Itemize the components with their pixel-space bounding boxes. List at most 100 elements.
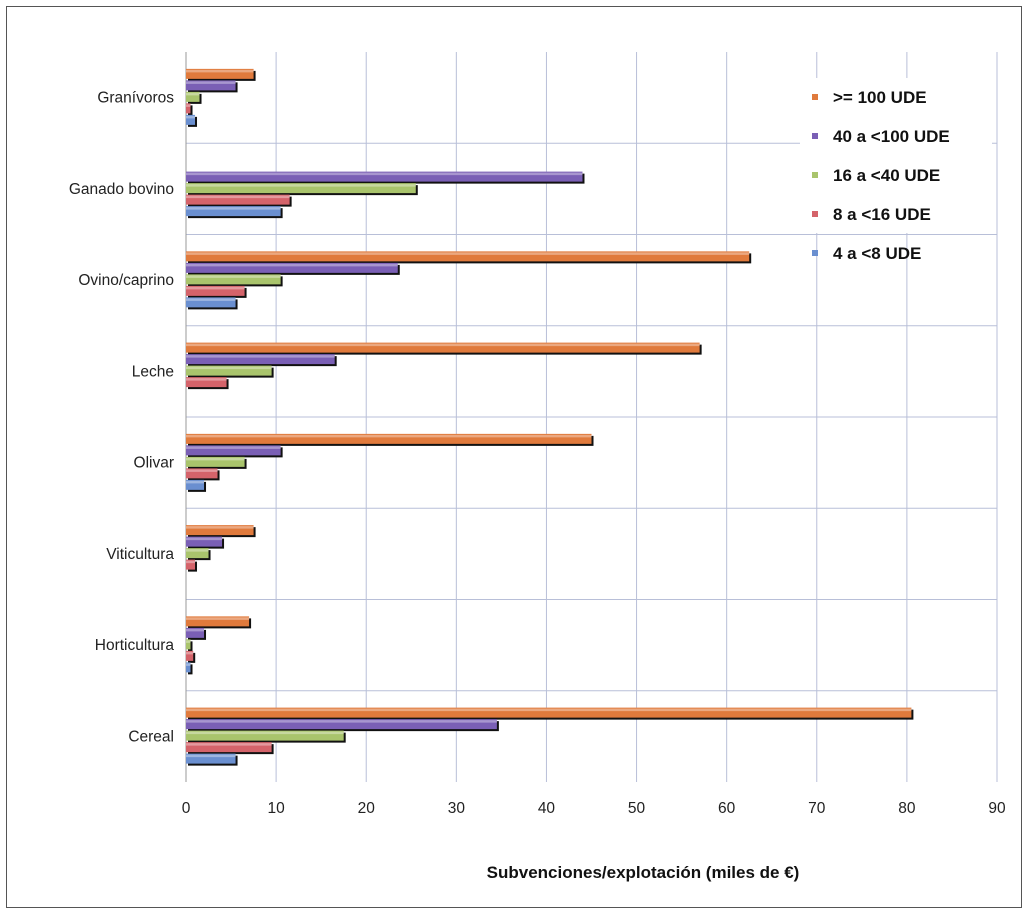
bar: [186, 251, 750, 262]
bar: [186, 525, 254, 536]
bar: [186, 753, 236, 764]
bar: [186, 114, 196, 125]
bar-highlight: [186, 275, 281, 278]
bar-highlight: [186, 720, 497, 723]
x-tick-label: 20: [358, 800, 376, 817]
bar-highlight: [186, 378, 227, 381]
bar: [186, 297, 236, 308]
bar: [186, 354, 335, 365]
bar-highlight: [186, 195, 290, 199]
bar: [186, 719, 497, 730]
bar-highlight: [186, 731, 344, 735]
bar-highlight: [186, 708, 912, 712]
bar: [186, 479, 205, 490]
bar-highlight: [186, 446, 281, 449]
bar-highlight: [186, 286, 245, 290]
category-label: Ovino/caprino: [78, 272, 174, 289]
bar-highlight: [186, 617, 250, 620]
x-tick-label: 60: [718, 800, 736, 817]
bar: [186, 650, 194, 661]
bar-highlight: [186, 434, 592, 438]
x-tick-label: 0: [182, 800, 191, 817]
bar-highlight: [186, 651, 194, 655]
category-label: Viticultura: [106, 546, 174, 563]
bar-highlight: [186, 172, 583, 176]
legend-swatch: [812, 211, 818, 217]
bar: [186, 662, 191, 673]
bar: [186, 91, 200, 102]
bar-highlight: [186, 537, 223, 541]
legend-label: 4 a <8 UDE: [833, 244, 921, 263]
bar-highlight: [186, 457, 245, 461]
bar: [186, 707, 912, 718]
legend-swatch: [812, 250, 818, 256]
bar-highlight: [186, 754, 236, 758]
bar-highlight: [186, 469, 218, 472]
bar-highlight: [186, 743, 272, 746]
bar-highlight: [186, 104, 191, 107]
x-tick-label: 50: [628, 800, 646, 817]
legend-label: >= 100 UDE: [833, 88, 927, 107]
bar: [186, 285, 245, 296]
bar: [186, 68, 254, 79]
bar: [186, 616, 250, 627]
bar-highlight: [186, 343, 700, 347]
bar-highlight: [186, 184, 416, 187]
bar: [186, 559, 196, 570]
x-tick-label: 30: [448, 800, 466, 817]
legend-swatch: [812, 172, 818, 178]
bar: [186, 183, 416, 194]
bar: [186, 468, 218, 479]
bar: [186, 445, 281, 456]
bar: [186, 627, 205, 638]
bar-highlight: [186, 298, 236, 301]
x-tick-label: 90: [988, 800, 1006, 817]
bar-highlight: [186, 663, 191, 666]
bar: [186, 730, 344, 741]
bar: [186, 274, 281, 285]
bar-highlight: [186, 81, 236, 84]
bar-highlight: [186, 628, 205, 632]
bar-highlight: [186, 640, 191, 643]
bar-highlight: [186, 252, 750, 255]
bar: [186, 548, 209, 559]
category-label: Horticultura: [95, 637, 175, 654]
bar-highlight: [186, 355, 335, 358]
x-tick-label: 80: [898, 800, 916, 817]
bar: [186, 171, 583, 182]
bar: [186, 206, 281, 217]
x-tick-label: 10: [267, 800, 285, 817]
legend-swatch: [812, 133, 818, 139]
bar: [186, 342, 700, 353]
bar: [186, 262, 398, 273]
bar-highlight: [186, 526, 254, 529]
legend-swatch: [812, 94, 818, 100]
x-tick-label: 70: [808, 800, 826, 817]
bar: [186, 103, 191, 114]
category-label: Granívoros: [97, 90, 174, 107]
bar-highlight: [186, 549, 209, 552]
bar-highlight: [186, 560, 196, 564]
bar: [186, 80, 236, 91]
bar-highlight: [186, 263, 398, 267]
bar: [186, 433, 592, 444]
bar-highlight: [186, 115, 196, 119]
category-label: Leche: [132, 363, 174, 380]
bar: [186, 456, 245, 467]
bar: [186, 742, 272, 753]
bar-highlight: [186, 480, 205, 484]
bar-highlight: [186, 69, 254, 73]
legend-box: [800, 78, 992, 233]
category-label: Ganado bovino: [69, 181, 174, 198]
category-label: Olivar: [134, 455, 174, 472]
bar-highlight: [186, 366, 272, 370]
bar: [186, 536, 223, 547]
bar: [186, 194, 290, 205]
x-tick-label: 40: [538, 800, 556, 817]
x-axis-title: Subvenciones/explotación (miles de €): [487, 863, 800, 882]
bar: [186, 377, 227, 388]
bar-highlight: [186, 92, 200, 96]
bar-highlight: [186, 207, 281, 210]
legend-label: 16 a <40 UDE: [833, 166, 940, 185]
